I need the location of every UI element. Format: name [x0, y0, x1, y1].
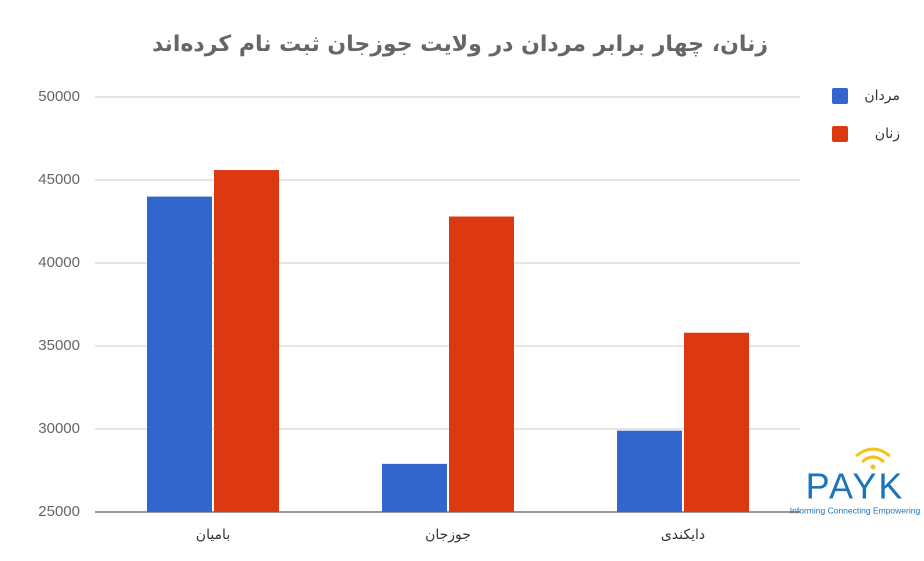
x-tick-label: بامیان: [196, 527, 230, 543]
legend-swatch: [832, 126, 848, 142]
bar: [684, 332, 749, 512]
y-tick-label: 40000: [38, 254, 80, 271]
bar: [382, 463, 447, 512]
logo: PAYK Informing Connecting Empowering: [790, 447, 921, 515]
y-tick-label: 25000: [38, 503, 80, 520]
bar: [147, 196, 212, 512]
logo-icon: [855, 447, 891, 458]
y-tick-label: 35000: [38, 337, 80, 354]
logo-icon: [870, 464, 876, 470]
logo-icon: [860, 455, 886, 464]
logo-tagline: Informing Connecting Empowering: [790, 505, 921, 515]
y-tick-label: 30000: [38, 420, 80, 437]
x-tick-label: جوزجان: [425, 527, 471, 543]
y-tick-label: 45000: [38, 171, 80, 188]
y-tick-label: 50000: [38, 88, 80, 105]
x-tick-label: دایکندی: [661, 527, 705, 543]
legend-label: مردان: [864, 88, 900, 104]
legend-swatch: [832, 88, 848, 104]
chart-title: زنان، چهار برابر مردان در ولایت جوزجان ث…: [152, 32, 768, 57]
logo-name: PAYK: [806, 466, 905, 507]
bar: [214, 170, 279, 513]
bar: [449, 216, 514, 512]
legend-label: زنان: [875, 126, 900, 142]
bar: [617, 430, 682, 512]
